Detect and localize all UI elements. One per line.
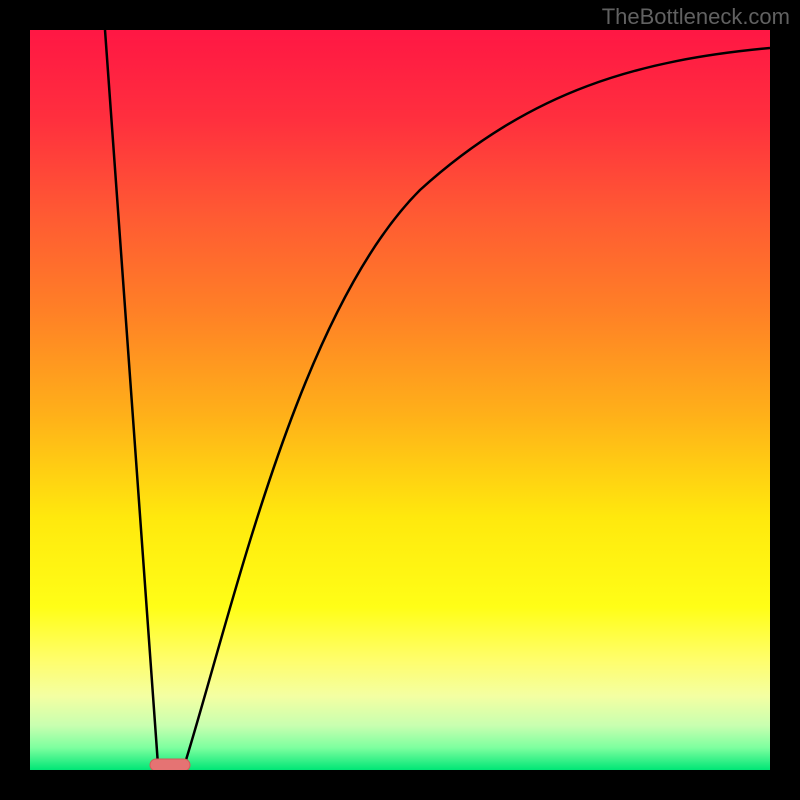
optimal-marker (150, 759, 190, 771)
chart-container: TheBottleneck.com (0, 0, 800, 800)
bottleneck-chart (0, 0, 800, 800)
gradient-background (30, 30, 770, 770)
watermark-text: TheBottleneck.com (602, 4, 790, 30)
